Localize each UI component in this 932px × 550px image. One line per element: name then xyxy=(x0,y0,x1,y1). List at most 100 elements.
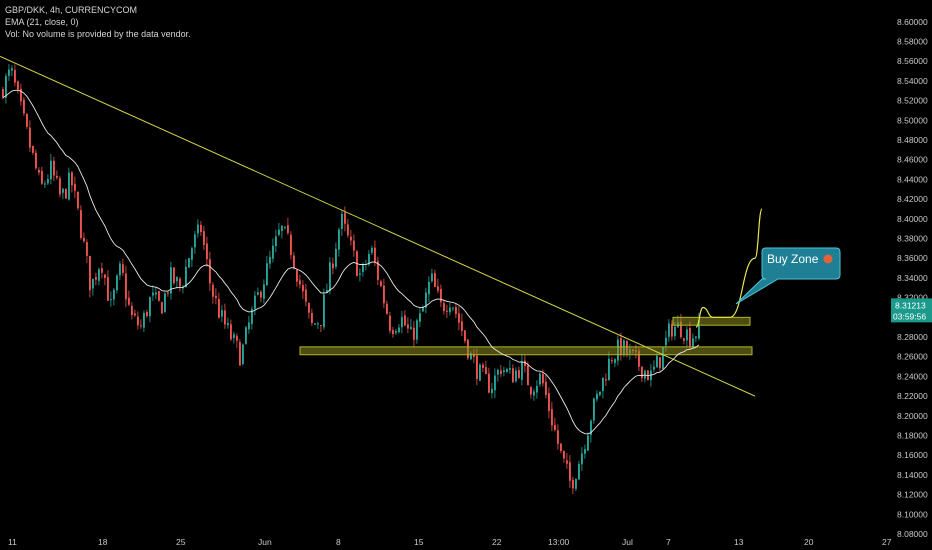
candle-body xyxy=(446,310,448,312)
candle-body xyxy=(173,267,175,284)
candle-body xyxy=(602,377,604,391)
time-tick-label: 7 xyxy=(666,537,671,547)
candle-body xyxy=(263,284,265,299)
candle-body xyxy=(98,269,100,281)
candle-body xyxy=(68,172,70,200)
candle-body xyxy=(308,302,310,313)
price-tick-label: 8.28000 xyxy=(897,332,928,342)
candle-body xyxy=(668,323,670,337)
candle-body xyxy=(470,353,472,360)
candle-body xyxy=(671,323,673,337)
candle-body xyxy=(59,178,61,195)
candle-body xyxy=(161,302,163,314)
candle-body xyxy=(536,385,538,393)
volume-indicator-label[interactable]: Vol: No volume is provided by the data v… xyxy=(5,29,191,39)
candle-body xyxy=(284,226,286,228)
candle-body xyxy=(287,225,289,233)
candle-body xyxy=(65,189,67,199)
candle-body xyxy=(146,311,148,316)
candle-body xyxy=(314,323,316,325)
candle-body xyxy=(41,170,43,184)
price-tick-label: 8.26000 xyxy=(897,352,928,362)
candle-body xyxy=(323,294,325,328)
candle-body xyxy=(11,68,13,71)
candle-body xyxy=(578,463,580,480)
candle-body xyxy=(398,327,400,333)
candle-body xyxy=(608,358,610,381)
candle-body xyxy=(125,273,127,300)
candle-body xyxy=(2,89,4,98)
time-tick-label: 20 xyxy=(804,537,814,547)
candle-body xyxy=(269,257,271,264)
candle-body xyxy=(551,409,553,426)
price-axis[interactable]: 8.08000 8.10000 8.12000 8.14000 8.16000 8.180… xyxy=(897,17,928,539)
candle-body xyxy=(14,69,16,83)
candle-body xyxy=(218,299,220,318)
candle-body xyxy=(410,326,412,330)
candle-body xyxy=(74,183,76,191)
candle-body xyxy=(350,236,352,241)
candle-body xyxy=(17,81,19,90)
candle-body xyxy=(656,355,658,368)
time-tick-label: 13 xyxy=(734,537,744,547)
candle-body xyxy=(26,114,28,127)
price-tick-label: 8.32000 xyxy=(897,293,928,303)
candle-body xyxy=(227,323,229,326)
time-axis[interactable]: 11 18 25 Jun 8 15 22 13:00 Jul 7 13 20 27 xyxy=(8,537,892,547)
candle-body xyxy=(419,313,421,322)
candle-body xyxy=(8,69,10,76)
candle-body xyxy=(191,248,193,260)
candle-body xyxy=(383,285,385,304)
candle-body xyxy=(44,183,46,185)
candle-body xyxy=(341,213,343,229)
candle-body xyxy=(539,373,541,385)
price-tick-label: 8.12000 xyxy=(897,490,928,500)
candle-body xyxy=(209,259,211,284)
candle-body xyxy=(278,229,280,235)
candle-body xyxy=(464,330,466,342)
candle-body xyxy=(128,297,130,305)
candle-body xyxy=(659,357,661,368)
time-tick-label: Jul xyxy=(622,537,633,547)
candle-body xyxy=(581,453,583,465)
price-tick-label: 8.44000 xyxy=(897,174,928,184)
candle-body xyxy=(572,479,574,489)
candle-body xyxy=(176,277,178,282)
last-price-tag: 8.31213 03:59:56 xyxy=(891,298,932,323)
candle-body xyxy=(224,310,226,325)
candle-body xyxy=(77,191,79,209)
price-tick-label: 8.36000 xyxy=(897,253,928,263)
buy-zone-callout[interactable]: Buy Zone xyxy=(735,247,841,305)
candle-body xyxy=(407,324,409,329)
candle-body xyxy=(605,379,607,381)
candle-body xyxy=(131,306,133,316)
candle-body xyxy=(197,224,199,234)
candle-body xyxy=(527,365,529,386)
rocket-emoji-icon xyxy=(823,254,833,264)
price-tick-label: 8.22000 xyxy=(897,391,928,401)
candle-body xyxy=(317,323,319,325)
price-tick-label: 8.16000 xyxy=(897,450,928,460)
candle-body xyxy=(236,335,238,341)
overlays-layer xyxy=(0,55,763,435)
price-tag-background xyxy=(891,298,932,323)
candle-body xyxy=(56,175,58,178)
candle-body xyxy=(545,381,547,396)
candle-body xyxy=(305,289,307,302)
time-tick-label: 22 xyxy=(492,537,502,547)
candle-body xyxy=(101,268,103,273)
candle-body xyxy=(662,346,664,369)
candle-body xyxy=(266,263,268,286)
candle-body xyxy=(425,292,427,308)
candle-body xyxy=(134,313,136,316)
candle-body xyxy=(515,370,517,382)
candle-body xyxy=(371,247,373,253)
candle-body xyxy=(296,269,298,282)
candle-body xyxy=(506,368,508,372)
candle-body xyxy=(242,344,244,364)
chart-symbol-label[interactable]: GBP/DKK, 4h, CURRENCYCOM xyxy=(5,5,138,15)
candle-body xyxy=(359,273,361,275)
support-zone xyxy=(672,316,751,326)
ema-indicator-label[interactable]: EMA (21, close, 0) xyxy=(5,17,79,27)
